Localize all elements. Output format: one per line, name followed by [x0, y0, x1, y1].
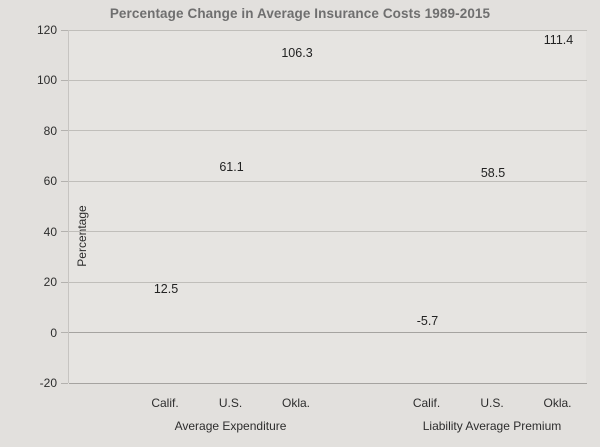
y-tick-label: 120	[36, 23, 57, 37]
group-label: Liability Average Premium	[422, 419, 562, 433]
value-label: 12.5	[153, 282, 179, 297]
y-tick-mark	[61, 332, 68, 334]
gridline-y-120	[69, 29, 587, 31]
chart-title: Percentage Change in Average Insurance C…	[109, 6, 491, 21]
y-tick-label: 40	[43, 224, 57, 239]
value-label: 111.4	[543, 32, 574, 47]
y-tick-label: 80	[43, 123, 57, 138]
value-label: 58.5	[480, 166, 506, 181]
y-tick-mark	[61, 29, 68, 31]
gridline-y-80	[69, 130, 587, 132]
y-tick-mark	[61, 130, 68, 132]
y-tick-mark	[61, 231, 68, 233]
gridline-y--20	[69, 382, 587, 384]
gridline-y-40	[69, 231, 587, 233]
gridline-y-0	[69, 332, 587, 334]
group-label: Average Expenditure	[174, 419, 287, 433]
y-tick-label: -20	[39, 376, 57, 390]
gridline-y-60	[69, 180, 587, 182]
y-tick-mark	[61, 382, 68, 384]
y-tick-label: 100	[36, 73, 57, 88]
y-tick-mark	[61, 180, 68, 182]
y-tick-label: 20	[43, 275, 57, 290]
value-label: 61.1	[219, 159, 244, 174]
y-tick-label: 60	[43, 174, 57, 189]
x-tick-label: Okla.	[281, 396, 310, 410]
gridline-y-20	[69, 281, 587, 283]
value-label: -5.7	[416, 313, 439, 328]
x-tick-label: Calif.	[151, 396, 179, 410]
plot-area: Percentage 12.5 61.1 106.3 -5.7 58.5 111.4	[68, 29, 587, 384]
x-tick-label: Calif.	[412, 396, 441, 410]
gridline-y-100	[69, 79, 587, 81]
y-tick-mark	[61, 79, 68, 81]
y-tick-label: 0	[50, 325, 57, 340]
x-tick-label: U.S.	[218, 396, 243, 410]
x-tick-label: U.S.	[480, 396, 504, 410]
y-tick-mark	[61, 281, 68, 283]
value-label: 106.3	[281, 45, 313, 60]
y-axis-label: Percentage	[75, 205, 89, 267]
x-tick-label: Okla.	[543, 396, 572, 410]
